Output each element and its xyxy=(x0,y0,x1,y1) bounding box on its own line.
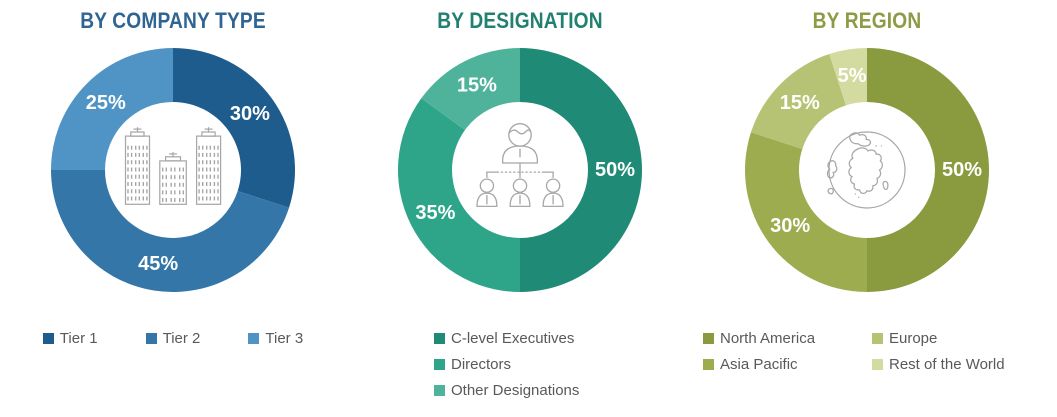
svg-text:30%: 30% xyxy=(770,215,810,237)
svg-text:15%: 15% xyxy=(780,92,820,114)
svg-text:30%: 30% xyxy=(230,103,270,125)
svg-text:25%: 25% xyxy=(86,92,126,114)
svg-text:15%: 15% xyxy=(457,74,497,96)
svg-text:35%: 35% xyxy=(415,202,455,224)
svg-text:45%: 45% xyxy=(138,253,178,275)
svg-text:50%: 50% xyxy=(942,159,982,181)
svg-text:5%: 5% xyxy=(838,65,867,87)
svg-text:50%: 50% xyxy=(595,159,635,181)
